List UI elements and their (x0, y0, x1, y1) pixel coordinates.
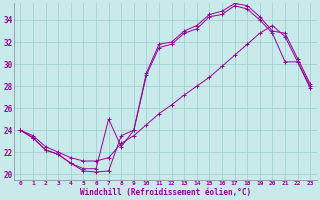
X-axis label: Windchill (Refroidissement éolien,°C): Windchill (Refroidissement éolien,°C) (80, 188, 251, 197)
